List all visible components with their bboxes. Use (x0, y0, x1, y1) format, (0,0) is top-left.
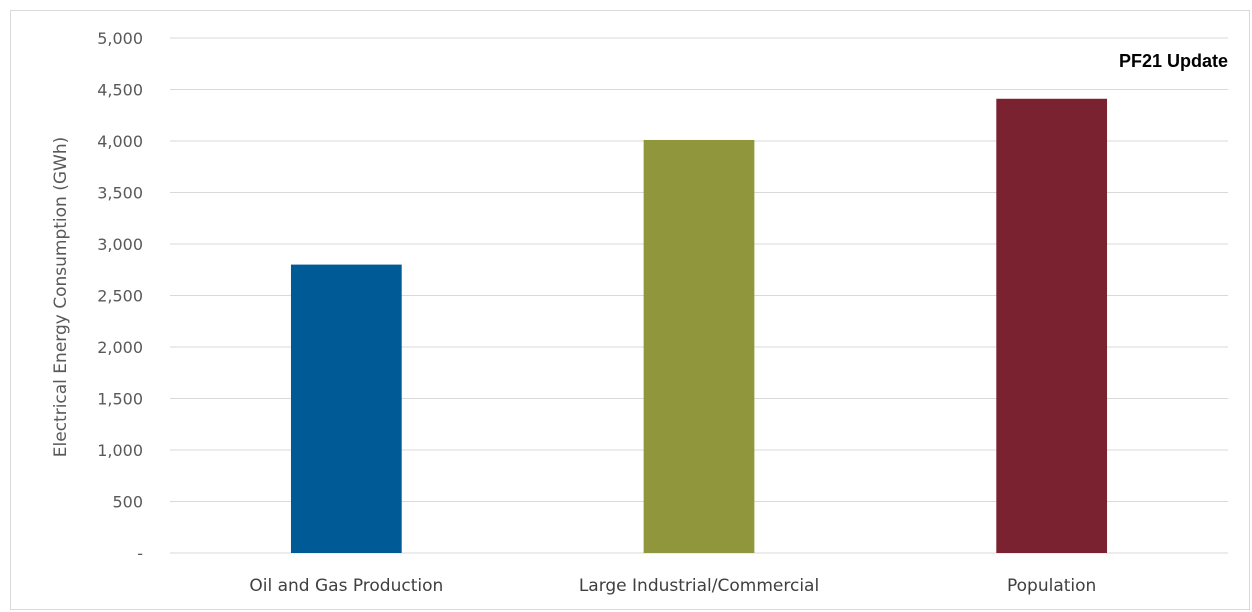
x-category-label: Oil and Gas Production (249, 576, 443, 596)
y-tick-label: 2,500 (97, 287, 143, 306)
y-axis-ticks: - 500 1,000 1,500 2,000 2,500 3,000 3,500 4,000 4… (97, 29, 143, 563)
x-category-label: Large Industrial/Commercial (579, 576, 819, 596)
bars (290, 98, 1108, 554)
y-tick-label: 500 (112, 493, 143, 512)
y-tick-label: 1,500 (97, 390, 143, 409)
y-tick-label: 4,000 (97, 132, 143, 151)
y-axis-title: Electrical Energy Consumption (GWh) (51, 137, 71, 457)
y-tick-label: 5,000 (97, 29, 143, 48)
bar-oil-and-gas-production (290, 264, 402, 553)
y-tick-label: 3,500 (97, 184, 143, 203)
y-tick-label: 2,000 (97, 338, 143, 357)
pf21-update-annotation: PF21 Update (1119, 51, 1228, 71)
y-tick-label: 3,000 (97, 235, 143, 254)
bar-population (996, 98, 1108, 554)
y-tick-label: - (137, 544, 143, 563)
x-axis-categories: Oil and Gas Production Large Industrial/C… (249, 576, 1096, 596)
bar-large-industrial-commercial (643, 139, 755, 553)
x-category-label: Population (1007, 576, 1096, 596)
y-tick-label: 1,000 (97, 441, 143, 460)
y-tick-label: 4,500 (97, 81, 143, 100)
